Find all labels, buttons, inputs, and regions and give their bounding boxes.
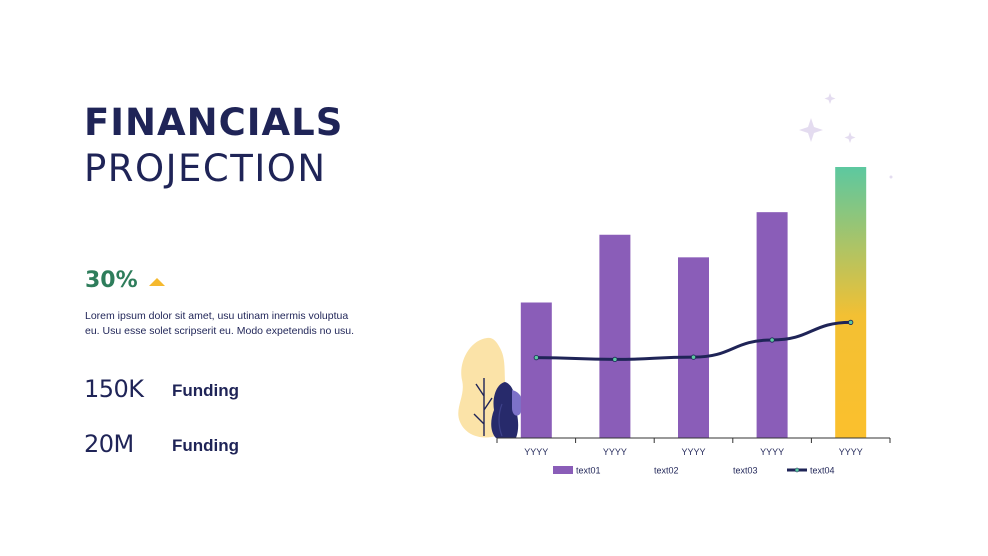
page-subtitle: PROJECTION bbox=[84, 147, 327, 190]
legend-label: text04 bbox=[810, 466, 835, 476]
x-tick-label: YYYY bbox=[603, 447, 627, 457]
line-point-2 bbox=[612, 356, 618, 363]
x-tick-label: YYYY bbox=[760, 447, 784, 457]
line-point-5 bbox=[848, 319, 854, 325]
x-tick-label: YYYY bbox=[681, 447, 705, 457]
legend-label: text02 bbox=[654, 466, 679, 476]
sparkle-icon bbox=[799, 93, 893, 179]
bar-2 bbox=[599, 234, 631, 438]
x-tick-label: YYYY bbox=[839, 447, 863, 457]
stat-label-funding: Funding bbox=[172, 436, 240, 455]
triangle-up-icon bbox=[149, 278, 165, 286]
page-title: FINANCIALS bbox=[84, 101, 344, 144]
legend-swatch-bar bbox=[553, 466, 573, 474]
x-tick-label: YYYY bbox=[524, 447, 548, 457]
bar-3 bbox=[678, 257, 709, 438]
line-point-4 bbox=[769, 337, 775, 343]
line-point-3 bbox=[690, 354, 697, 360]
stat-label-net-profit: Funding bbox=[172, 381, 240, 400]
description-text: Lorem ipsum dolor sit amet, usu utinam i… bbox=[85, 310, 355, 337]
plant-illustration bbox=[458, 337, 523, 438]
bar-1 bbox=[520, 302, 552, 438]
bar-4 bbox=[756, 212, 788, 438]
legend-label: text03 bbox=[733, 466, 758, 476]
bar-5 bbox=[835, 167, 867, 438]
stat-value-net-profit: 150K bbox=[84, 375, 144, 403]
stat-value-funding: 20M bbox=[84, 430, 134, 458]
line-point-1 bbox=[533, 355, 539, 361]
legend-label: text01 bbox=[576, 466, 601, 476]
legend-swatch-point bbox=[794, 467, 800, 473]
growth-percent: 30% bbox=[85, 268, 138, 293]
